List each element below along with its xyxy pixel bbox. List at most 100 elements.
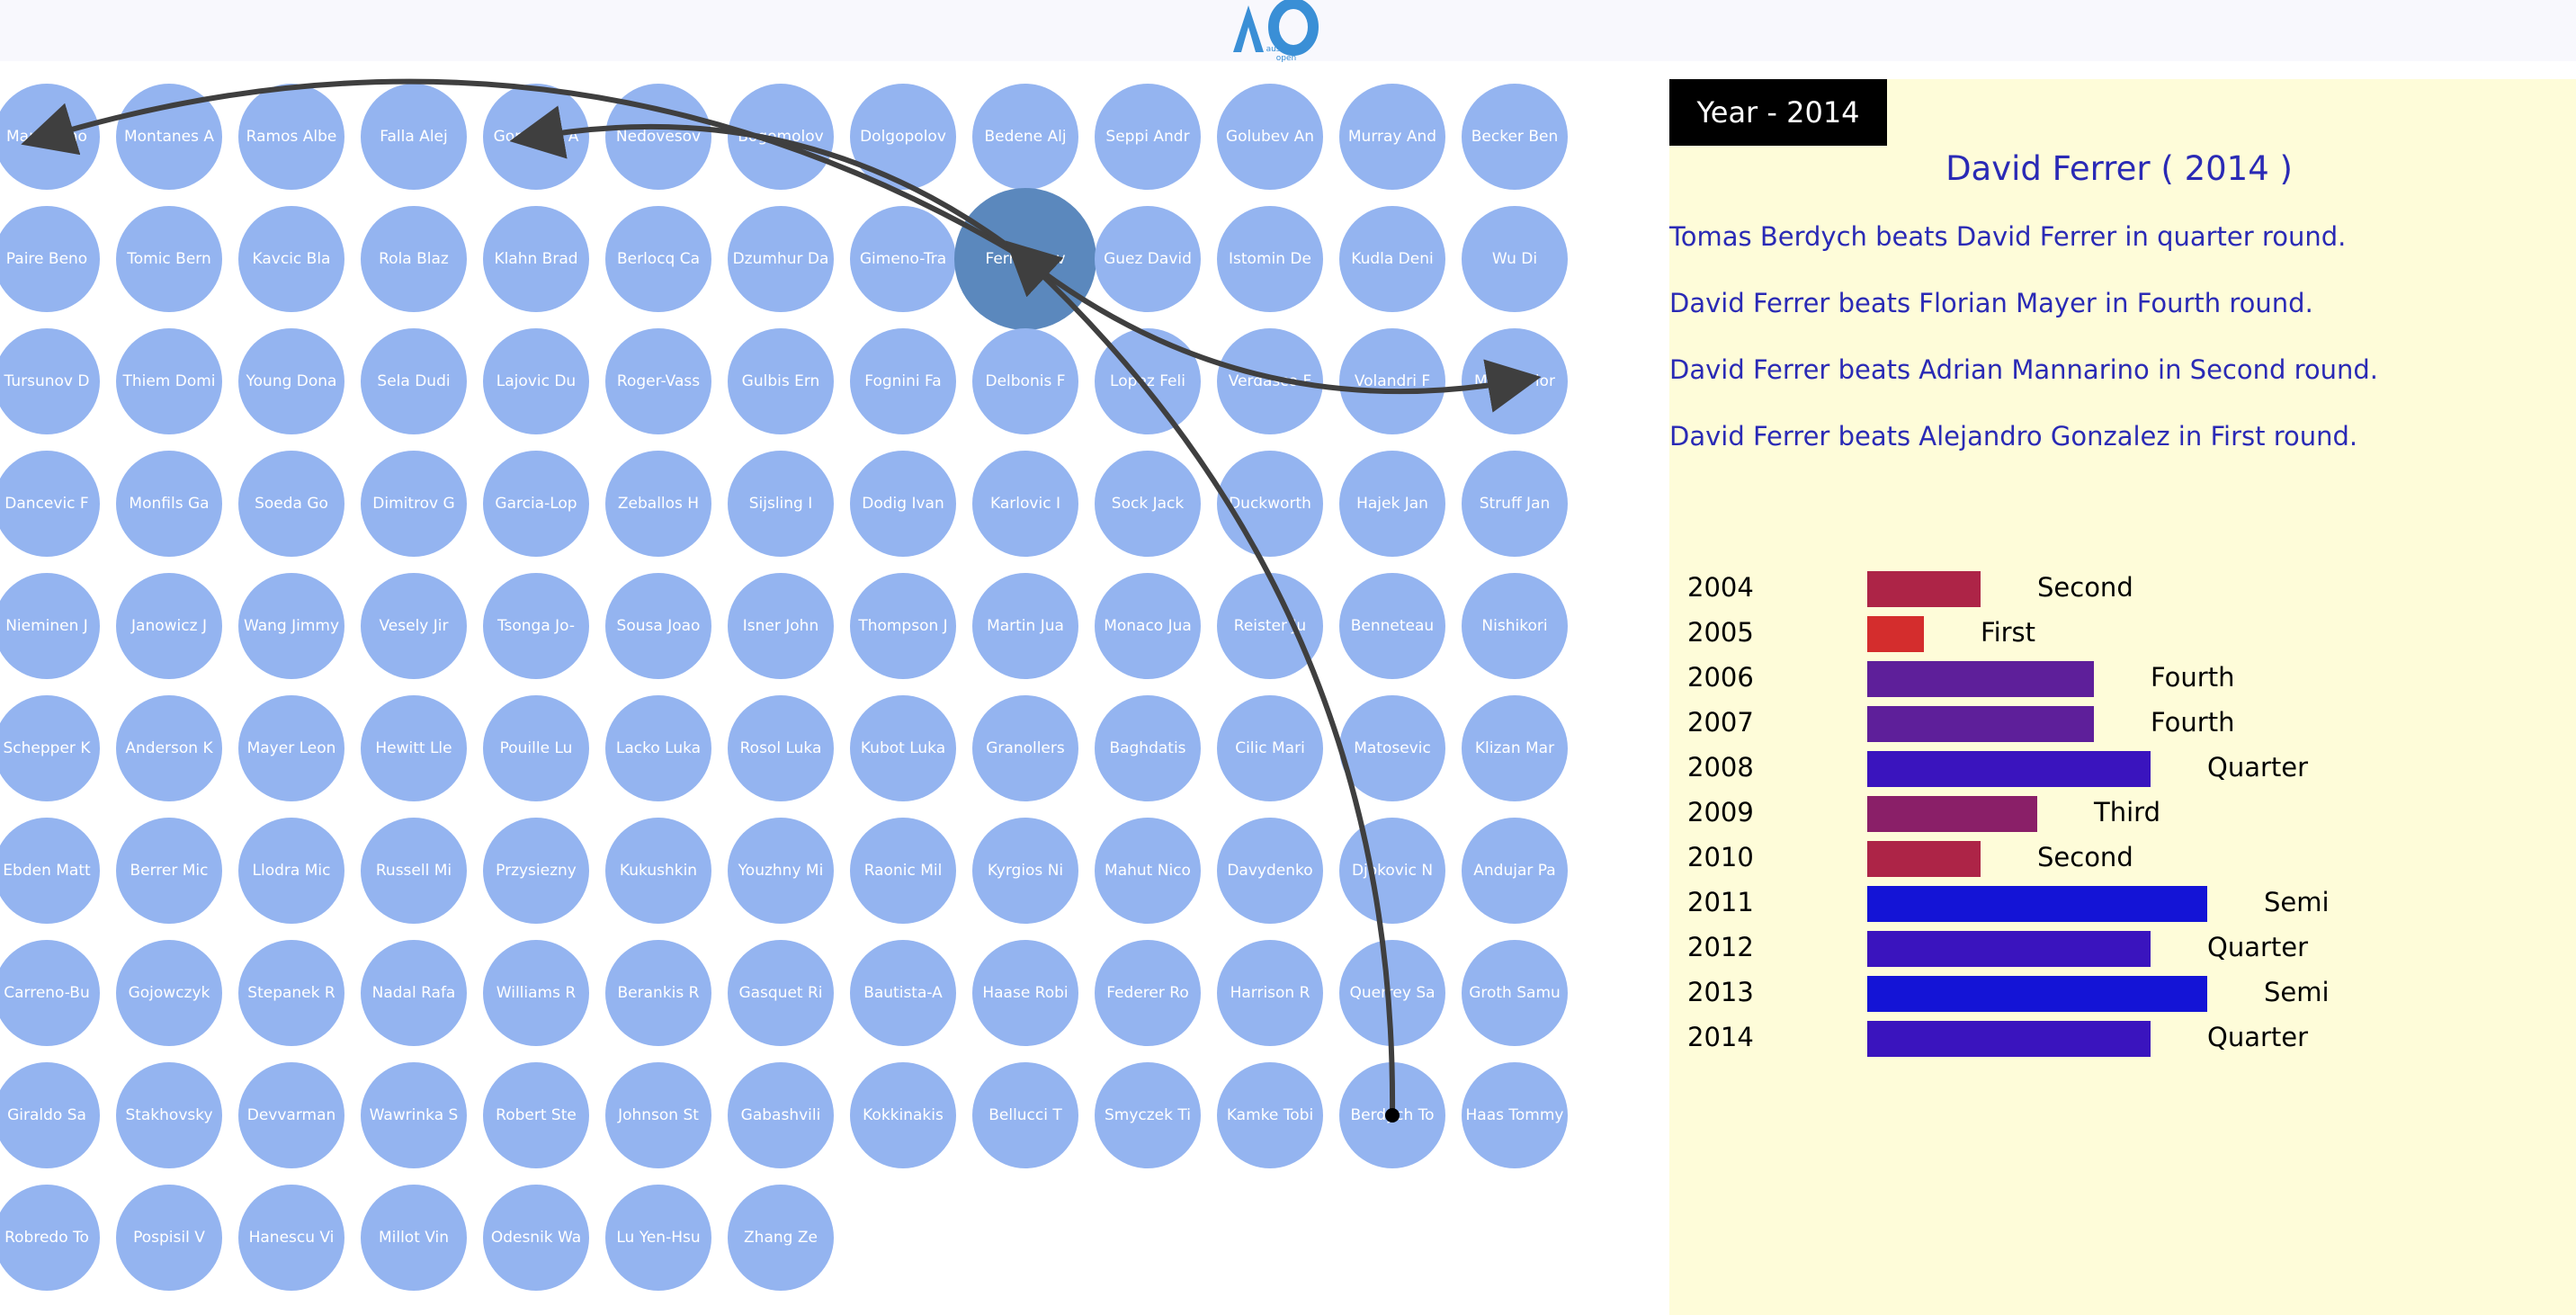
player-node[interactable]: Sela Dudi (361, 328, 467, 434)
player-node[interactable]: Klahn Brad (483, 206, 589, 312)
player-node[interactable]: Hajek Jan (1339, 451, 1445, 557)
player-node[interactable]: Lopez Feli (1095, 328, 1201, 434)
player-node[interactable]: Devvarman (238, 1062, 344, 1168)
player-node[interactable]: Struff Jan (1462, 451, 1568, 557)
player-node[interactable]: Matosevic (1339, 695, 1445, 801)
player-node[interactable]: Robredo To (0, 1185, 100, 1291)
player-node[interactable]: Duckworth (1217, 451, 1323, 557)
player-node[interactable]: Sijsling I (728, 451, 834, 557)
player-node[interactable]: Benneteau (1339, 573, 1445, 679)
player-node[interactable]: Kyrgios Ni (972, 818, 1078, 924)
player-node[interactable]: Seppi Andr (1095, 84, 1201, 190)
player-node[interactable]: Lu Yen-Hsu (605, 1185, 711, 1291)
player-node[interactable]: Sock Jack (1095, 451, 1201, 557)
player-node[interactable]: Berlocq Ca (605, 206, 711, 312)
player-node[interactable]: Verdasco F (1217, 328, 1323, 434)
player-node[interactable]: Berankis R (605, 940, 711, 1046)
player-node[interactable]: Ebden Matt (0, 818, 100, 924)
player-node[interactable]: Monaco Jua (1095, 573, 1201, 679)
player-node[interactable]: Sousa Joao (605, 573, 711, 679)
player-node[interactable]: Bedene Alj (972, 84, 1078, 190)
player-node[interactable]: Nishikori (1462, 573, 1568, 679)
player-node[interactable]: Martin Jua (972, 573, 1078, 679)
player-node[interactable]: Rosol Luka (728, 695, 834, 801)
player-node[interactable]: Gojowczyk (116, 940, 222, 1046)
player-node[interactable]: Paire Beno (0, 206, 100, 312)
player-node[interactable]: Anderson K (116, 695, 222, 801)
player-node[interactable]: Kudla Deni (1339, 206, 1445, 312)
player-node[interactable]: Kokkinakis (850, 1062, 956, 1168)
player-node[interactable]: Querrey Sa (1339, 940, 1445, 1046)
player-node[interactable]: Youzhny Mi (728, 818, 834, 924)
player-node[interactable]: Bautista-A (850, 940, 956, 1046)
player-node[interactable]: Robert Ste (483, 1062, 589, 1168)
player-node[interactable]: Volandri F (1339, 328, 1445, 434)
player-node[interactable]: Gabashvili (728, 1062, 834, 1168)
player-node[interactable]: Garcia-Lop (483, 451, 589, 557)
player-node[interactable]: Soeda Go (238, 451, 344, 557)
player-node[interactable]: Stakhovsky (116, 1062, 222, 1168)
player-node[interactable]: Baghdatis (1095, 695, 1201, 801)
player-node[interactable]: Mayer Flor (1462, 328, 1568, 434)
player-node[interactable]: Nieminen J (0, 573, 100, 679)
player-node[interactable]: Thompson J (850, 573, 956, 679)
player-node[interactable]: Stepanek R (238, 940, 344, 1046)
player-node[interactable]: Kukushkin (605, 818, 711, 924)
player-node[interactable]: Fognini Fa (850, 328, 956, 434)
player-node[interactable]: Vesely Jir (361, 573, 467, 679)
player-node[interactable]: Dodig Ivan (850, 451, 956, 557)
player-node[interactable]: Gonzalez A (483, 84, 589, 190)
player-node[interactable]: Johnson St (605, 1062, 711, 1168)
player-node[interactable]: Zhang Ze (728, 1185, 834, 1291)
player-node[interactable]: Rola Blaz (361, 206, 467, 312)
player-node[interactable]: Thiem Domi (116, 328, 222, 434)
player-node[interactable]: Tsonga Jo- (483, 573, 589, 679)
player-node[interactable]: Mahut Nico (1095, 818, 1201, 924)
player-node[interactable]: Young Dona (238, 328, 344, 434)
player-node[interactable]: Davydenko (1217, 818, 1323, 924)
player-node[interactable]: Cilic Mari (1217, 695, 1323, 801)
player-node[interactable]: Golubev An (1217, 84, 1323, 190)
player-node[interactable]: Haase Robi (972, 940, 1078, 1046)
player-node[interactable]: Granollers (972, 695, 1078, 801)
player-node[interactable]: Reister Ju (1217, 573, 1323, 679)
player-node[interactable]: Kamke Tobi (1217, 1062, 1323, 1168)
player-node[interactable]: Schepper K (0, 695, 100, 801)
player-node[interactable]: Pospisil V (116, 1185, 222, 1291)
player-node[interactable]: Nedovesov (605, 84, 711, 190)
player-node[interactable]: Tomic Bern (116, 206, 222, 312)
player-node[interactable]: Przysiezny (483, 818, 589, 924)
player-node[interactable]: Wawrinka S (361, 1062, 467, 1168)
player-node[interactable]: Giraldo Sa (0, 1062, 100, 1168)
player-node[interactable]: Carreno-Bu (0, 940, 100, 1046)
player-node[interactable]: Lajovic Du (483, 328, 589, 434)
player-node[interactable]: Tursunov D (0, 328, 100, 434)
player-node[interactable]: Kubot Luka (850, 695, 956, 801)
player-node[interactable]: Mayer Leon (238, 695, 344, 801)
player-node[interactable]: Berdych To (1339, 1062, 1445, 1168)
player-node[interactable]: Wang Jimmy (238, 573, 344, 679)
player-node[interactable]: Lacko Luka (605, 695, 711, 801)
player-node[interactable]: Monfils Ga (116, 451, 222, 557)
player-node[interactable]: Berrer Mic (116, 818, 222, 924)
player-node[interactable]: Bellucci T (972, 1062, 1078, 1168)
year-badge[interactable]: Year - 2014 (1669, 79, 1887, 146)
player-node[interactable]: Montanes A (116, 84, 222, 190)
player-node[interactable]: Kavcic Bla (238, 206, 344, 312)
player-node[interactable]: Gasquet Ri (728, 940, 834, 1046)
player-node[interactable]: Ramos Albe (238, 84, 344, 190)
player-node[interactable]: Raonic Mil (850, 818, 956, 924)
player-node[interactable]: Dancevic F (0, 451, 100, 557)
player-node[interactable]: Williams R (483, 940, 589, 1046)
player-node[interactable]: Mannarino (0, 84, 100, 190)
player-node[interactable]: Djokovic N (1339, 818, 1445, 924)
player-node[interactable]: Janowicz J (116, 573, 222, 679)
player-node[interactable]: Klizan Mar (1462, 695, 1568, 801)
player-node[interactable]: Haas Tommy (1462, 1062, 1568, 1168)
player-node[interactable]: Zeballos H (605, 451, 711, 557)
player-node[interactable]: Millot Vin (361, 1185, 467, 1291)
player-node[interactable]: Pouille Lu (483, 695, 589, 801)
player-node[interactable]: Groth Samu (1462, 940, 1568, 1046)
player-node[interactable]: Gimeno-Tra (850, 206, 956, 312)
player-node[interactable]: Ferrer Dav (954, 188, 1096, 330)
